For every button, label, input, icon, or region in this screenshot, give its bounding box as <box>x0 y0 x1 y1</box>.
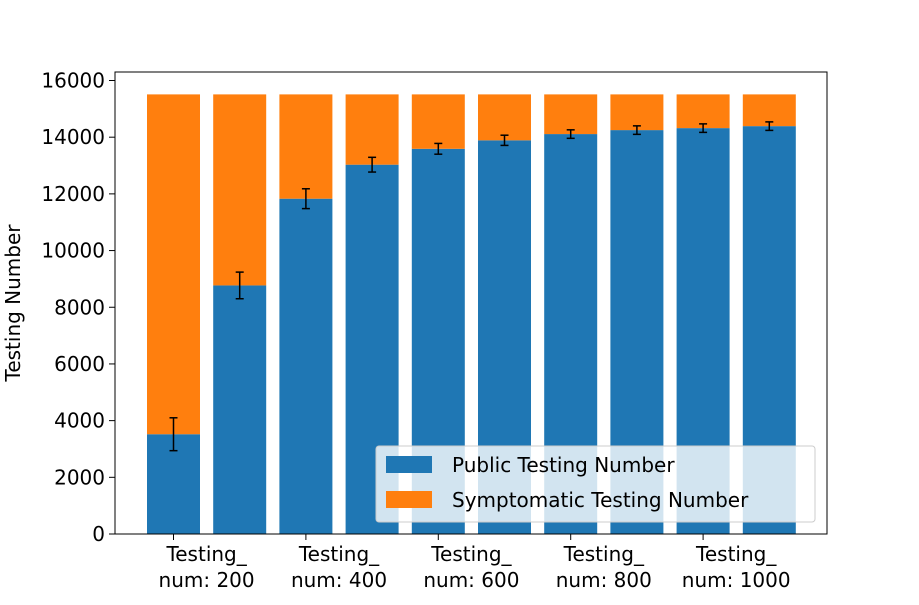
bar-symptomatic-9 <box>742 94 796 127</box>
x-tick-label-line2-2: num: 600 <box>423 568 519 592</box>
y-tick-label-2: 4000 <box>54 409 105 433</box>
legend-box <box>375 445 816 523</box>
error-bar-6 <box>566 129 575 140</box>
error-bar-3 <box>368 156 377 173</box>
error-bar-0 <box>169 417 178 452</box>
x-tick-label-line2-3: num: 800 <box>556 568 652 592</box>
y-tick-label-1: 2000 <box>54 465 105 489</box>
x-tick-label-line1-0: Testing_ <box>165 542 247 566</box>
y-tick-label-5: 10000 <box>41 239 105 263</box>
error-bar-8 <box>699 123 708 134</box>
y-tick-label-0: 0 <box>92 522 105 546</box>
error-bar-9 <box>765 121 774 132</box>
error-bar-5 <box>500 134 509 147</box>
legend-swatch-public <box>386 456 432 473</box>
y-tick-label-7: 14000 <box>41 125 105 149</box>
bar-symptomatic-8 <box>676 94 730 129</box>
bar-symptomatic-5 <box>478 94 531 141</box>
error-bar-7 <box>632 125 641 136</box>
bar-symptomatic-0 <box>147 94 200 435</box>
x-tick-label-line1-3: Testing_ <box>563 542 645 566</box>
x-tick-label-line1-2: Testing_ <box>430 542 512 566</box>
y-tick-label-6: 12000 <box>41 182 105 206</box>
legend-swatch-symptomatic <box>386 491 432 508</box>
y-axis-title: Testing Number <box>1 224 25 383</box>
y-tick-label-8: 16000 <box>41 69 105 93</box>
bar-symptomatic-1 <box>213 94 267 286</box>
bar-symptomatic-3 <box>345 94 399 165</box>
y-axis-ticks: 0 2000 4000 6000 8000 10000 12000 14000 16000 <box>41 69 115 546</box>
error-bar-4 <box>434 142 443 155</box>
x-tick-label-line2-4: num: 1000 <box>682 568 791 592</box>
error-bar-2 <box>301 188 310 210</box>
bar-symptomatic-2 <box>279 94 333 199</box>
x-tick-label-line2-1: num: 400 <box>291 568 387 592</box>
x-tick-label-line1-1: Testing_ <box>298 542 380 566</box>
bar-symptomatic-7 <box>610 94 664 131</box>
error-bars-group <box>169 121 774 452</box>
bar-public-2 <box>279 198 333 534</box>
y-tick-label-3: 6000 <box>54 352 105 376</box>
bar-public-1 <box>213 285 267 534</box>
bar-symptomatic-6 <box>544 94 598 135</box>
axes-frame <box>114 71 828 535</box>
error-bar-1 <box>235 271 244 300</box>
x-tick-label-line2-0: num: 200 <box>159 568 255 592</box>
bar-symptomatic-4 <box>411 94 465 149</box>
y-tick-label-4: 8000 <box>54 295 105 319</box>
legend: Public Testing Number Symptomatic Testin… <box>375 445 816 523</box>
legend-label-symptomatic: Symptomatic Testing Number <box>452 488 749 512</box>
legend-label-public: Public Testing Number <box>452 453 675 477</box>
x-tick-label-line1-4: Testing_ <box>695 542 777 566</box>
